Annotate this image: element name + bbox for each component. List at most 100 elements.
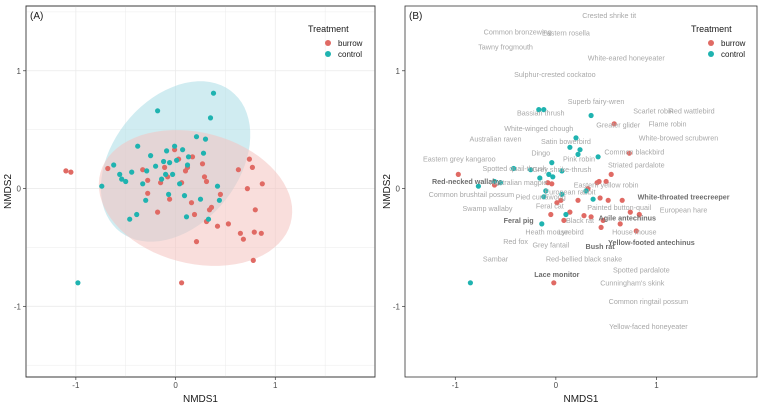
point-control (180, 147, 186, 153)
point-control (111, 162, 117, 168)
point-control (541, 107, 547, 113)
point-control (123, 178, 129, 185)
species-label: Pied currawong (516, 192, 566, 201)
point-burrow (191, 211, 198, 218)
species-label: Swamp wallaby (462, 204, 512, 213)
point-control (153, 163, 159, 169)
panel-a-legend-label-burrow: burrow (338, 39, 363, 48)
point-control (491, 178, 498, 185)
panel-b-legend-key-control (708, 51, 714, 57)
point-burrow (237, 230, 243, 236)
point-burrow (235, 167, 241, 173)
point-burrow (167, 196, 173, 202)
species-label: Red-bellied black snake (546, 255, 622, 264)
point-burrow (203, 178, 210, 185)
point-burrow (249, 164, 255, 170)
species-label: Sulphur-crested cockatoo (514, 70, 596, 79)
point-control (214, 183, 221, 189)
point-control (588, 112, 594, 119)
point-control (99, 183, 105, 189)
species-label: Yellow-footed antechinus (608, 238, 695, 247)
species-label: Bush rat (586, 242, 616, 251)
point-control (536, 107, 542, 113)
panel-a-frame-outline (25, 5, 376, 378)
panel-a: (A) -1 0 1 -1 0 1 NMDS1 NMDS2 Treatment burr… (3, 5, 376, 405)
point-control (216, 197, 222, 203)
species-label: Cunningham's skink (600, 278, 665, 287)
point-control (559, 191, 565, 197)
x-tick-label: 1 (273, 381, 278, 390)
point-burrow (189, 154, 196, 160)
point-control (546, 171, 552, 177)
point-control (193, 134, 200, 140)
point-burrow (558, 197, 564, 203)
point-control (174, 157, 180, 163)
point-control (148, 153, 154, 159)
panel-a-x-axis-title: NMDS1 (183, 394, 218, 405)
species-label: Australian magpie (490, 178, 548, 187)
species-label: Greater glider (596, 120, 641, 129)
panel-b-legend-label-control: control (721, 50, 745, 59)
panel-b-legend-title: Treatment (691, 24, 732, 34)
species-label: Red fox (503, 237, 528, 246)
panel-b-legend: Treatment burrow control (691, 24, 746, 59)
panel-a-y-ticks: -1 0 1 (14, 67, 26, 311)
point-burrow (179, 280, 185, 286)
species-label: White-browed scrubwren (639, 133, 719, 142)
point-burrow (244, 186, 250, 192)
point-control (583, 188, 589, 194)
species-label: Common bronzewing (484, 27, 552, 36)
y-tick-label: -1 (14, 302, 22, 311)
point-burrow (155, 209, 161, 215)
point-burrow (619, 197, 625, 203)
point-control (164, 148, 170, 154)
point-control (210, 90, 217, 96)
point-burrow (140, 167, 146, 173)
point-burrow (617, 221, 623, 227)
point-control (184, 162, 191, 168)
point-burrow (208, 204, 215, 210)
species-label: Red wattlebird (669, 106, 715, 115)
panel-a-legend-key-control (325, 51, 331, 57)
panel-a-legend-title: Treatment (308, 24, 349, 34)
y-tick-label: 1 (17, 67, 22, 76)
point-control (549, 160, 555, 166)
point-burrow (561, 217, 567, 223)
point-control (161, 158, 167, 165)
point-control (183, 214, 190, 220)
panel-a-x-ticks: -1 0 1 (72, 377, 278, 390)
point-control (119, 176, 125, 182)
point-control (563, 211, 569, 218)
panel-b-legend-key-burrow (708, 40, 714, 46)
species-label: Common blackbird (604, 148, 664, 157)
species-label: Grey fantail (532, 241, 569, 250)
point-burrow (217, 191, 223, 197)
point-control (510, 165, 517, 172)
point-burrow (597, 195, 603, 201)
point-burrow (588, 214, 594, 220)
point-control (539, 221, 545, 227)
x-tick-label: 0 (554, 381, 559, 390)
point-control (143, 197, 149, 203)
point-control (181, 193, 188, 199)
point-control (163, 171, 169, 177)
species-label: White-winged chough (504, 124, 573, 133)
point-control (134, 211, 140, 218)
point-burrow (633, 228, 639, 234)
point-burrow (608, 171, 614, 177)
point-control (127, 216, 133, 222)
species-label: Bassian thrush (517, 109, 565, 118)
species-label: Crested shrike tit (582, 11, 636, 20)
panel-b-x-ticks: -1 0 1 (452, 377, 659, 390)
point-control (200, 150, 207, 156)
point-control (144, 168, 150, 174)
point-burrow (636, 211, 642, 218)
point-burrow (626, 150, 632, 156)
point-burrow (600, 217, 606, 223)
point-control (129, 169, 135, 175)
point-burrow (554, 200, 560, 206)
point-control (170, 171, 176, 177)
point-control (185, 154, 192, 160)
